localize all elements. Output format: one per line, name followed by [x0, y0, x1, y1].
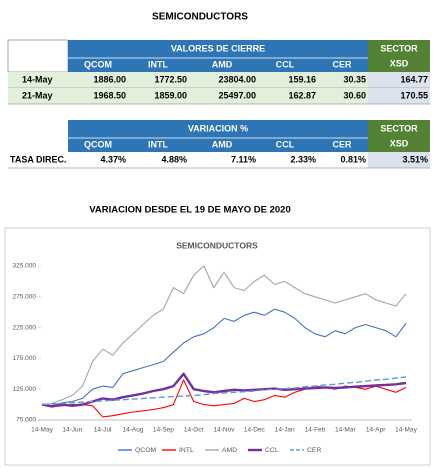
- corner-cell: [7, 39, 69, 73]
- row-band: [8, 72, 368, 88]
- series-line: [41, 379, 407, 418]
- cell-value: 1772.50: [154, 74, 187, 84]
- legend-label: QCOM: [135, 447, 156, 454]
- column-header: INTL: [148, 59, 168, 69]
- column-header: QCOM: [84, 139, 112, 149]
- table-header: VALORES DE CIERRE: [171, 43, 265, 53]
- header-band: [68, 40, 368, 72]
- cell-value: 1968.50: [93, 90, 126, 100]
- legend-label: CCL: [265, 447, 279, 454]
- cell-value: 1886.00: [93, 74, 126, 84]
- sector-label: XSD: [390, 58, 409, 68]
- cell-value: 7.11%: [231, 154, 256, 164]
- cell-value: 1859.00: [154, 90, 187, 100]
- column-header: CCL: [276, 139, 295, 149]
- x-tick-label: 14-Sep: [153, 427, 174, 434]
- x-tick-label: 14-Jul: [94, 427, 112, 434]
- x-tick-label: 14-Dec: [244, 427, 266, 434]
- column-header: CCL: [276, 59, 295, 69]
- cell-value: 0.81%: [340, 154, 366, 164]
- column-header: INTL: [148, 139, 168, 149]
- cell-value: 170.55: [400, 90, 428, 100]
- sector-cell: [368, 72, 430, 88]
- series-line: [41, 376, 407, 406]
- legend-label: AMD: [222, 447, 237, 454]
- chart-title: SEMICONDUCTORS: [176, 240, 258, 250]
- sector-band: [368, 40, 430, 72]
- sector-label: XSD: [390, 138, 409, 148]
- cell-value: 162.87: [288, 90, 316, 100]
- x-tick-label: 14-Mar: [335, 427, 356, 434]
- cell-value: 4.88%: [161, 154, 187, 164]
- series-line: [41, 308, 407, 407]
- x-tick-label: 14-Nov: [214, 427, 236, 434]
- sector-label: SECTOR: [380, 123, 418, 133]
- y-tick-label: 175.000: [13, 355, 37, 362]
- y-tick-label: 125.000: [13, 386, 37, 393]
- legend-label: CER: [307, 447, 321, 454]
- x-tick-label: 14-Oct: [184, 427, 204, 434]
- cell-value: 23804.00: [218, 74, 256, 84]
- cell-value: 164.77: [400, 74, 428, 84]
- column-header: AMD: [212, 139, 233, 149]
- y-tick-label: 275.000: [13, 294, 37, 301]
- row-label: 21-May: [22, 90, 53, 100]
- page-title: SEMICONDUCTORS: [152, 12, 248, 23]
- y-tick-label: 325.000: [13, 263, 37, 270]
- cell-value: 3.51%: [402, 154, 428, 164]
- y-tick-label: 75.000: [16, 417, 36, 424]
- sector-band: [368, 120, 430, 152]
- column-header: CER: [332, 59, 352, 69]
- x-tick-label: 14-Feb: [305, 427, 326, 434]
- series-line: [41, 265, 407, 406]
- x-tick-label: 14-Apr: [366, 427, 386, 434]
- cell-value: 30.60: [343, 90, 366, 100]
- row-label: TASA DIREC.: [10, 154, 67, 164]
- sector-cell: [368, 88, 430, 104]
- table-header: VARIACION %: [188, 123, 248, 133]
- y-tick-label: 225.000: [13, 324, 37, 331]
- sector-label: SECTOR: [380, 43, 418, 53]
- column-header: AMD: [212, 59, 233, 69]
- cell-value: 25497.00: [218, 90, 256, 100]
- sector-cell: [368, 152, 430, 168]
- chart-frame: [4, 227, 431, 466]
- x-tick-label: 14-Jun: [62, 427, 82, 434]
- x-tick-label: 14-May: [395, 427, 417, 434]
- x-tick-label: 14-Aug: [123, 427, 144, 434]
- legend-label: INTL: [179, 447, 194, 454]
- row-band: [8, 152, 368, 168]
- cell-value: 2.33%: [290, 154, 316, 164]
- x-tick-label: 14-Jan: [275, 427, 295, 434]
- cell-value: 159.16: [288, 74, 316, 84]
- series-line: [41, 372, 407, 408]
- row-label: 14-May: [22, 74, 53, 84]
- x-tick-label: 14-May: [31, 427, 53, 434]
- header-band: [68, 120, 368, 152]
- column-header: CER: [332, 139, 352, 149]
- chart-heading: VARIACION DESDE EL 19 DE MAYO DE 2020: [89, 205, 291, 216]
- cell-value: 30.35: [343, 74, 366, 84]
- column-header: QCOM: [84, 59, 112, 69]
- cell-value: 4.37%: [100, 154, 126, 164]
- row-band: [8, 88, 368, 104]
